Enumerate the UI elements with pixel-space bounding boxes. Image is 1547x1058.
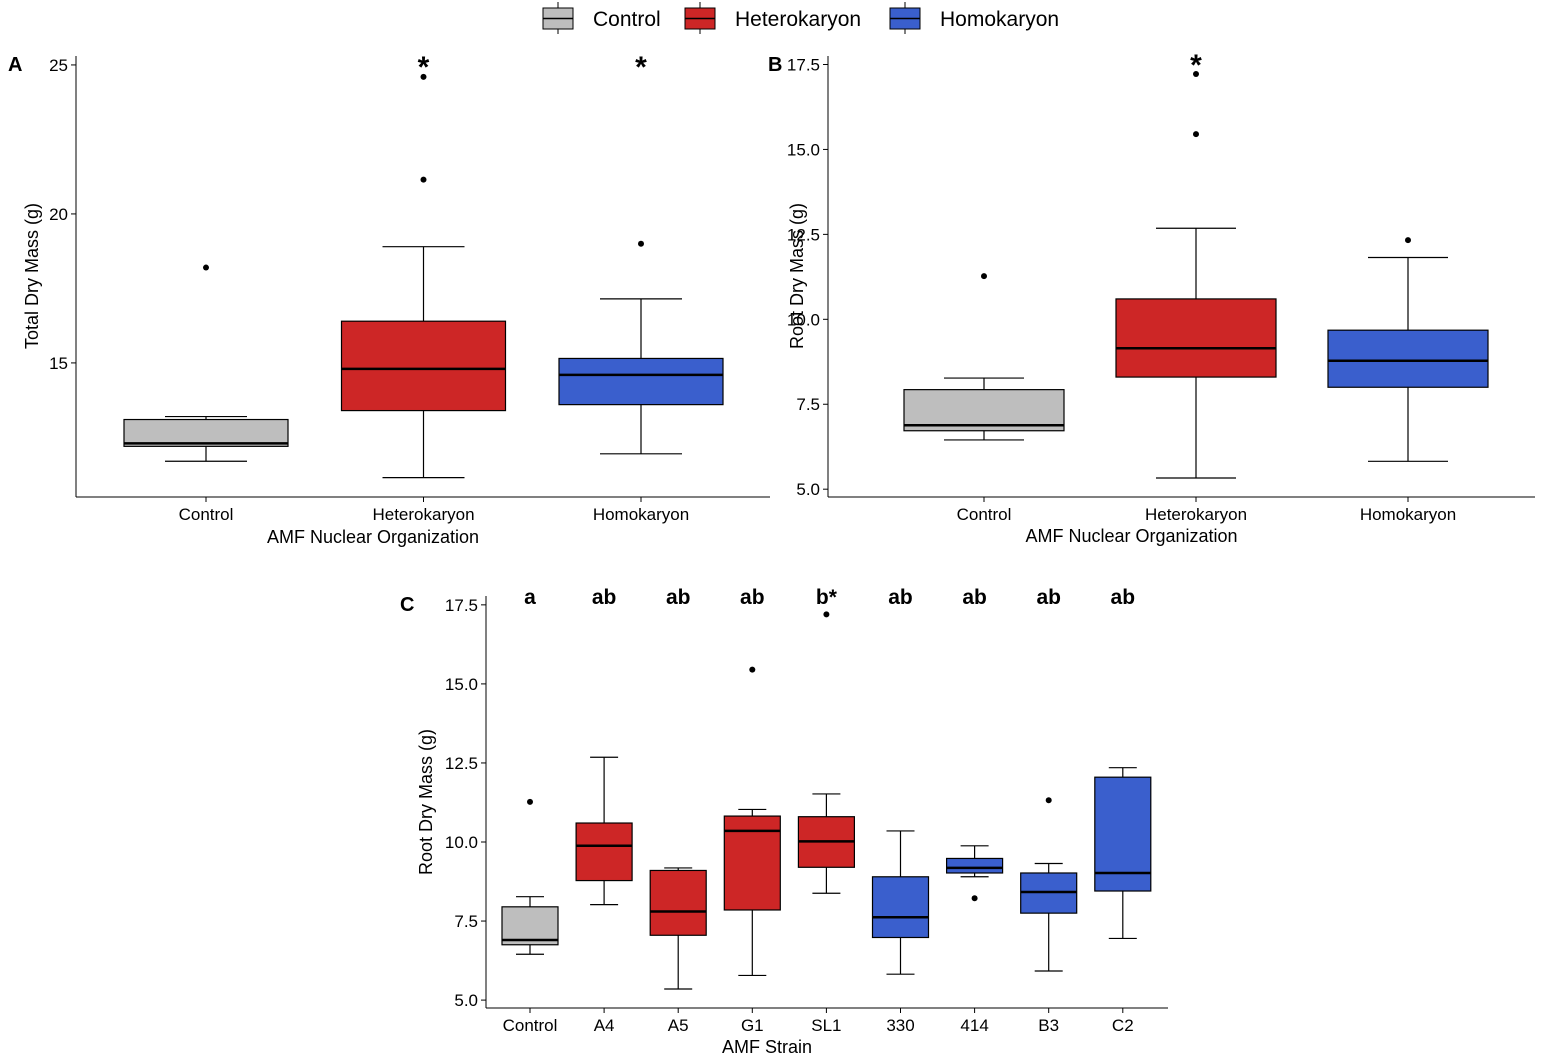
x-tick-label: 414 bbox=[960, 1016, 988, 1035]
box-heterokaryon bbox=[340, 320, 507, 412]
box-b3-significance-label: ab bbox=[1036, 586, 1061, 609]
x-tick-label: Homokaryon bbox=[1360, 505, 1456, 524]
box-heterokaryon-outlier bbox=[420, 176, 427, 183]
box-control-outlier bbox=[527, 798, 533, 805]
y-tick-label: 5.0 bbox=[796, 480, 820, 499]
y-tick-label: 7.5 bbox=[454, 912, 478, 931]
x-axis-title: AMF Nuclear Organization bbox=[1025, 526, 1237, 546]
y-tick-label: 15 bbox=[49, 354, 68, 373]
y-tick-label: 12.5 bbox=[445, 754, 478, 773]
box-sl1-outlier bbox=[823, 611, 830, 618]
legend: Control Heterokaryon Homokaryon bbox=[542, 2, 1059, 34]
box-homokaryon-significance-label: * bbox=[635, 51, 647, 84]
box-414 bbox=[945, 857, 1004, 874]
y-tick-label: 17.5 bbox=[445, 596, 478, 615]
box-control bbox=[903, 389, 1065, 432]
box-control-outlier bbox=[981, 273, 987, 280]
x-tick-label: Control bbox=[503, 1016, 558, 1035]
x-axis-title: AMF Nuclear Organization bbox=[267, 527, 479, 547]
box-heterokaryon bbox=[1115, 298, 1277, 378]
legend-label-homokaryon: Homokaryon bbox=[940, 8, 1059, 31]
y-axis-title: Root Dry Mass (g) bbox=[787, 203, 807, 349]
y-tick-label: 5.0 bbox=[454, 991, 478, 1010]
legend-label-heterokaryon: Heterokaryon bbox=[735, 8, 861, 31]
legend-label-control: Control bbox=[593, 8, 661, 31]
x-tick-label: Control bbox=[179, 505, 234, 524]
y-tick-label: 20 bbox=[49, 205, 68, 224]
y-tick-label: 15.0 bbox=[445, 675, 478, 694]
box-414-significance-label: ab bbox=[962, 586, 987, 609]
x-tick-label: Control bbox=[957, 505, 1012, 524]
y-tick-label: 15.0 bbox=[787, 140, 820, 159]
box-homokaryon-outlier bbox=[638, 240, 644, 247]
x-axis-title: AMF Strain bbox=[722, 1037, 812, 1057]
x-tick-label: 330 bbox=[886, 1016, 914, 1035]
box-heterokaryon-outlier bbox=[420, 73, 427, 80]
y-tick-label: 17.5 bbox=[787, 55, 820, 74]
x-tick-label: C2 bbox=[1112, 1016, 1134, 1035]
x-tick-label: B3 bbox=[1038, 1016, 1059, 1035]
panel-b: B 5.0 7.5 10.0 12.5 15.0 17.5 Root Dry Mass (g)… bbox=[768, 49, 1535, 546]
box-heterokaryon-outlier bbox=[1193, 131, 1199, 138]
y-tick-label: 10.0 bbox=[445, 833, 478, 852]
box-heterokaryon-significance-label: * bbox=[418, 51, 430, 84]
box-control-significance-label: a bbox=[524, 586, 536, 609]
box-a4-significance-label: ab bbox=[592, 586, 617, 609]
box-control-outlier bbox=[203, 264, 209, 271]
x-tick-label: G1 bbox=[741, 1016, 764, 1035]
x-tick-label: Heterokaryon bbox=[372, 505, 474, 524]
panel-letter: A bbox=[8, 54, 22, 76]
box-g1-significance-label: ab bbox=[740, 586, 765, 609]
y-tick-label: 7.5 bbox=[796, 395, 820, 414]
box-control bbox=[123, 418, 289, 447]
box-heterokaryon-significance-label: * bbox=[1190, 49, 1202, 82]
box-b3-outlier bbox=[1045, 797, 1052, 804]
box-homokaryon-outlier bbox=[1405, 237, 1411, 244]
box-a4 bbox=[575, 822, 633, 882]
box-a5-significance-label: ab bbox=[666, 586, 691, 609]
x-tick-label: Heterokaryon bbox=[1145, 505, 1247, 524]
box-homokaryon bbox=[1327, 329, 1489, 388]
box-g1-outlier bbox=[749, 666, 756, 673]
x-tick-label: SL1 bbox=[811, 1016, 841, 1035]
panel-c: C 5.0 7.5 10.0 12.5 15.0 17.5 Root Dry Mass (g)… bbox=[400, 586, 1168, 1057]
y-tick-label: 10.0 bbox=[787, 310, 820, 329]
box-heterokaryon-outlier bbox=[1193, 71, 1199, 78]
x-tick-label: Homokaryon bbox=[593, 505, 689, 524]
box-a5 bbox=[649, 869, 707, 936]
y-tick-label: 12.5 bbox=[787, 225, 820, 244]
y-axis-title: Total Dry Mass (g) bbox=[22, 203, 42, 349]
panel-letter: B bbox=[768, 54, 782, 76]
x-tick-label: A5 bbox=[668, 1016, 689, 1035]
box-414-outlier bbox=[971, 895, 978, 902]
box-330-significance-label: ab bbox=[888, 586, 913, 609]
box-c2-significance-label: ab bbox=[1111, 586, 1136, 609]
y-tick-label: 25 bbox=[49, 56, 68, 75]
box-control bbox=[501, 906, 559, 946]
panel-a: A 15 20 25 Total Dry Mass (g) AMF Nuclear Org… bbox=[8, 51, 770, 547]
panel-letter: C bbox=[400, 594, 414, 616]
box-330 bbox=[871, 876, 930, 939]
x-tick-label: A4 bbox=[594, 1016, 615, 1035]
box-sl1-significance-label: b* bbox=[816, 586, 838, 609]
box-homokaryon bbox=[558, 357, 724, 406]
y-axis-title: Root Dry Mass (g) bbox=[416, 729, 436, 875]
